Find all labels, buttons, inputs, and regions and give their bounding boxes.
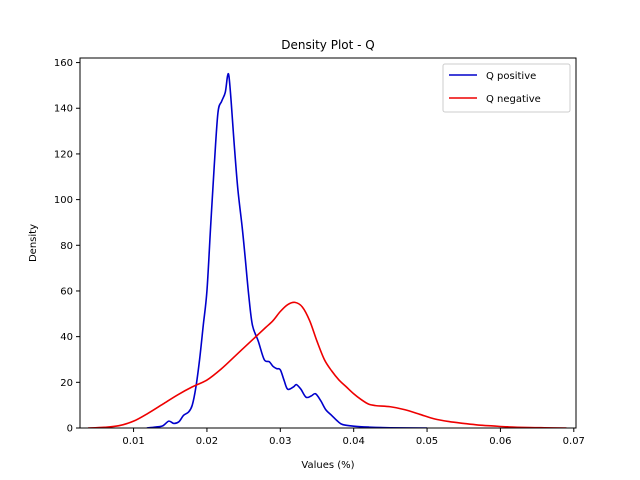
series-line-q-positive [146,72,428,428]
y-tick-label: 20 [60,378,73,389]
legend-label-q-positive: Q positive [486,71,536,82]
chart-title: Density Plot - Q [281,38,374,52]
legend-label-q-negative: Q negative [486,94,541,105]
legend: Q positive Q negative [442,63,571,113]
x-tick-label: 0.03 [269,436,291,447]
y-axis-label: Density [28,224,39,262]
x-tick-label: 0.07 [563,436,585,447]
x-axis-label: Values (%) [301,460,354,471]
x-tick-label: 0.05 [416,436,438,447]
legend-box [442,63,571,113]
plot-area [88,72,567,428]
y-tick-label: 140 [54,104,73,115]
y-tick-label: 0 [67,424,73,435]
y-tick-label: 100 [54,195,73,206]
series-line-q-negative [88,301,567,428]
x-tick-label: 0.06 [489,436,511,447]
y-tick-label: 120 [54,149,73,160]
y-tick-label: 160 [54,58,73,69]
x-tick-label: 0.02 [196,436,218,447]
x-tick-label: 0.04 [343,436,365,447]
axes-frame [79,57,577,429]
y-tick-label: 60 [60,286,73,297]
x-tick-label: 0.01 [122,436,144,447]
x-axis-ticks: 0.01 0.02 0.03 0.04 0.05 0.06 0.07 [122,428,585,447]
y-tick-label: 80 [60,241,73,252]
y-axis-ticks: 0 20 40 60 80 100 120 140 160 [54,58,80,435]
y-tick-label: 40 [60,332,73,343]
